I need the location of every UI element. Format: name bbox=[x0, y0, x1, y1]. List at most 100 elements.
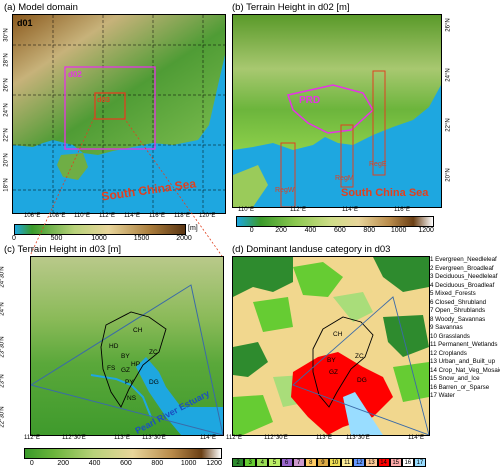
lat-tick: 23°N bbox=[0, 374, 6, 388]
regm-box bbox=[340, 124, 354, 188]
cbar-tick: 400 bbox=[88, 460, 101, 467]
label-regm: RegM bbox=[335, 175, 354, 182]
legend-item: 12 Croplands bbox=[430, 349, 467, 357]
landuse-colorbar-cell: 10 bbox=[329, 458, 342, 467]
panel-a-cbar-unit: [m] bbox=[188, 225, 198, 232]
lon-tick: 114°E bbox=[200, 435, 216, 441]
regw-box bbox=[280, 142, 296, 207]
legend-item: 8 Woody_Savannas bbox=[430, 315, 486, 323]
city-label-by: BY bbox=[121, 353, 130, 360]
lat-tick: 22°30'N bbox=[0, 406, 6, 428]
label-south-china-sea-b: South China Sea bbox=[341, 187, 429, 199]
city-label-ch: CH bbox=[133, 327, 143, 334]
panel-b-land bbox=[233, 15, 441, 150]
cbar-tick: 200 bbox=[275, 227, 287, 234]
lon-tick: 113°30'E bbox=[142, 435, 166, 441]
panel-d-title: (d) Dominant landuse category in d03 bbox=[232, 244, 391, 255]
lon-tick: 118°E bbox=[174, 213, 190, 219]
panel-c-triangle-boundary bbox=[31, 284, 223, 435]
label-d02: d02 bbox=[68, 70, 82, 79]
domain-d02-box bbox=[64, 66, 156, 150]
panel-a-svg bbox=[13, 15, 225, 213]
panel-c-city-boundary bbox=[100, 311, 167, 408]
lon-tick: 114°E bbox=[124, 213, 140, 219]
legend-item: 11 Permanent_Wetlands bbox=[430, 341, 498, 348]
lon-tick: 120°E bbox=[199, 213, 216, 219]
landuse-colorbar-cell: 7 bbox=[292, 458, 305, 467]
legend-item: 7 Open_Shrublands bbox=[430, 307, 486, 314]
panel-b-svg bbox=[233, 15, 441, 207]
lon-tick: 113°30'E bbox=[346, 435, 370, 441]
landuse-colorbar-cell: 8 bbox=[304, 458, 317, 467]
city-label-hd: HD bbox=[109, 343, 119, 350]
panel-a-title: (a) Model domain bbox=[4, 2, 78, 13]
panel-a-lon-axis: 106°E 108°E 110°E 112°E 114°E 116°E 118°… bbox=[14, 213, 226, 221]
panel-c-map: HD BY HP FS GZ PY ZC CH NS DG Pearl Rive… bbox=[30, 256, 224, 436]
legend-item: 4 Deciduous_Broadleaf bbox=[430, 281, 495, 289]
cbar-tick: 1000 bbox=[91, 235, 107, 242]
domain-d03-box bbox=[94, 92, 126, 120]
city-label-dg: DG bbox=[149, 379, 159, 386]
panel-a-map: d01 d02 d03 South China Sea bbox=[12, 14, 226, 214]
panel-d-map: CH ZC BY GZ DG bbox=[232, 256, 430, 436]
cbar-tick: 1200 bbox=[418, 227, 434, 234]
legend-item: 10 Grasslands bbox=[430, 332, 470, 340]
landuse-colorbar-cell: 6 bbox=[280, 458, 293, 467]
landuse-colorbar-cell: 15 bbox=[389, 458, 402, 467]
panel-b-colorbar-labels: 0 200 400 600 800 1000 1200 bbox=[236, 227, 434, 236]
lon-tick: 112°30'E bbox=[62, 435, 86, 441]
cbar-tick: 200 bbox=[57, 460, 70, 467]
panel-b-title: (b) Terrain Height in d02 [m] bbox=[232, 2, 350, 13]
landuse-colorbar-cell: 17 bbox=[413, 458, 426, 467]
lon-tick: 116°E bbox=[394, 207, 410, 213]
cbar-tick: 1500 bbox=[133, 235, 150, 242]
panel-c-svg bbox=[31, 257, 223, 435]
city-label-zc: ZC bbox=[149, 349, 158, 356]
cbar-tick: 600 bbox=[120, 460, 132, 467]
rege-box bbox=[372, 70, 386, 176]
landuse-broadleaf-patches bbox=[233, 262, 429, 435]
lon-tick: 116°E bbox=[149, 213, 165, 219]
panel-c-colorbar-labels: 0 200 400 600 800 1000 1200 bbox=[24, 460, 222, 469]
landuse-colorbar-cell: 14 bbox=[377, 458, 390, 467]
cbar-tick: 600 bbox=[334, 227, 346, 234]
cbar-tick: 1000 bbox=[180, 460, 197, 467]
cbar-tick: 0 bbox=[12, 235, 16, 242]
panel-d-triangle-boundary bbox=[292, 296, 429, 435]
panel-d-svg bbox=[233, 257, 429, 435]
lon-tick: 110°E bbox=[238, 207, 254, 213]
legend-item: 3 Deciduous_Needleleaf bbox=[430, 273, 498, 280]
panel-c-lat-axis: 24°30'N 24°N 23°30'N 23°N 22°30'N bbox=[0, 256, 30, 434]
legend-item: 14 Crop_Nat_Veg_Mosaic bbox=[430, 366, 500, 374]
cbar-tick: 500 bbox=[50, 235, 63, 242]
label-d01: d01 bbox=[17, 18, 33, 28]
panel-a-colorbar-labels: 0 500 1000 1500 2000 bbox=[12, 235, 192, 244]
cbar-tick: 0 bbox=[29, 460, 34, 467]
panel-c-colorbar bbox=[24, 448, 222, 459]
panel-d-legend: 1 Evergreen_Needleleaf 2 Evergreen_Broad… bbox=[430, 256, 500, 434]
city-label-py: PY bbox=[125, 379, 134, 386]
hainan-island bbox=[57, 153, 88, 180]
panel-c-river bbox=[136, 357, 223, 435]
legend-item: 2 Evergreen_Broadleaf bbox=[430, 264, 494, 272]
lon-tick: 112°E bbox=[290, 207, 306, 213]
panel-b-lon-axis: 110°E 112°E 114°E 116°E bbox=[232, 207, 440, 215]
prd-boundary bbox=[287, 84, 374, 134]
label-rege: RegE bbox=[369, 161, 387, 168]
city-label-ns: NS bbox=[127, 395, 137, 402]
cbar-tick: 0 bbox=[249, 227, 254, 234]
city-label-d-by: BY bbox=[327, 357, 336, 364]
legend-item: 1 Evergreen_Needleleaf bbox=[430, 256, 497, 263]
legend-item: 16 Barren_or_Sparse bbox=[430, 383, 490, 391]
panel-d-colorbar: 2 3 4 5 6 7 8 9 10 11 12 13 14 15 16 17 bbox=[232, 458, 426, 468]
panel-b-map: PRD RegW RegM RegE South China Sea bbox=[232, 14, 442, 208]
cbar-tick: 1200 bbox=[206, 460, 222, 467]
city-label-d-ch: CH bbox=[333, 331, 343, 338]
label-d03: d03 bbox=[97, 95, 110, 104]
lon-tick: 113°E bbox=[316, 435, 332, 441]
lon-tick: 112°30'E bbox=[264, 435, 288, 441]
legend-item: 15 Snow_and_Ice bbox=[430, 375, 480, 382]
landuse-colorbar-cell: 11 bbox=[341, 458, 354, 467]
cbar-tick: 2000 bbox=[176, 235, 192, 242]
